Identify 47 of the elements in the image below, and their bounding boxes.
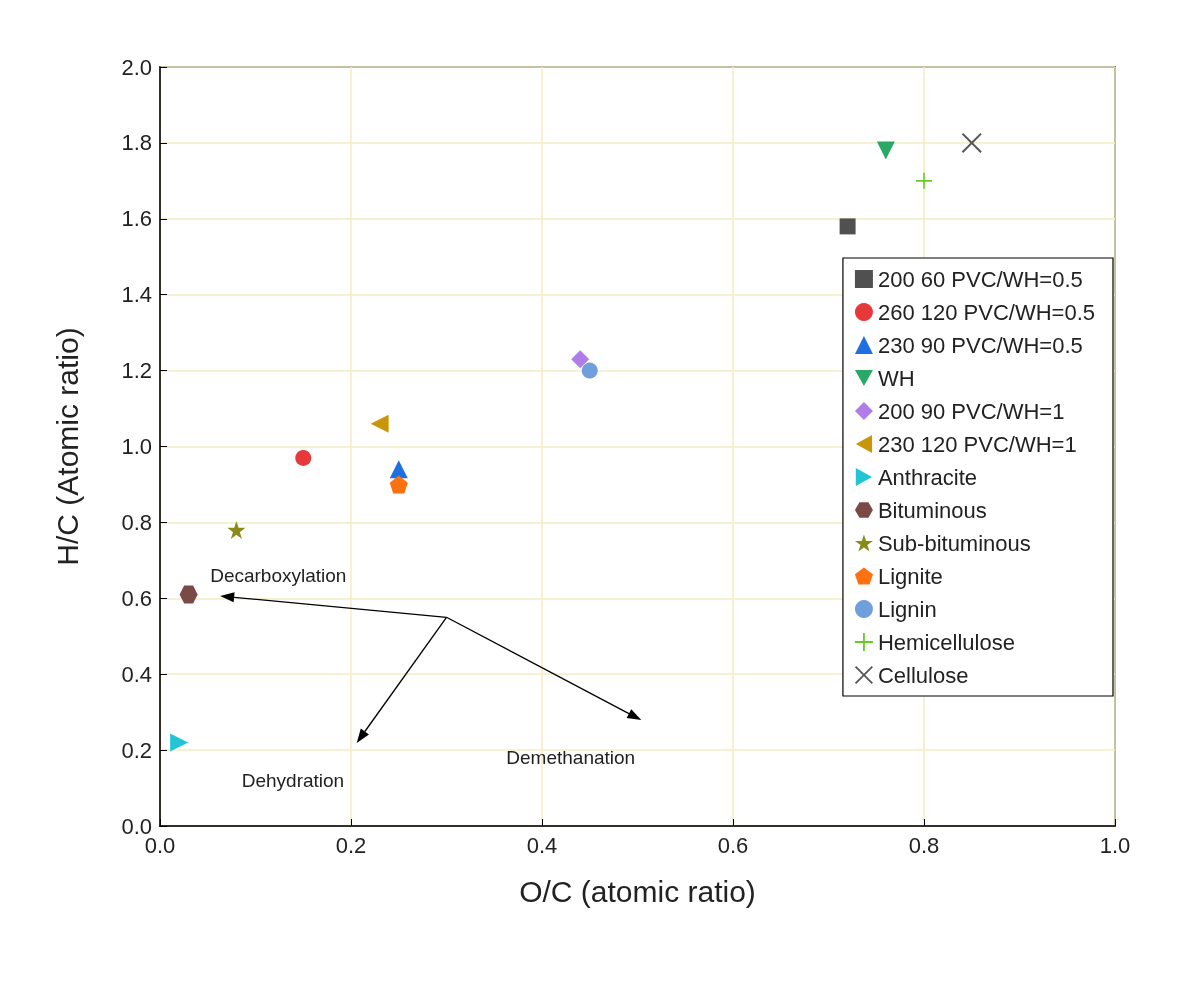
y-tick-label: 1.0 xyxy=(121,434,152,459)
y-tick-label: 0.0 xyxy=(121,813,152,839)
point xyxy=(170,733,189,752)
point xyxy=(916,172,932,189)
legend-label: 260 120 PVC/WH=0.5 xyxy=(877,299,1096,325)
y-tick-label: 0.6 xyxy=(121,585,152,611)
point xyxy=(571,350,590,369)
legend-label: Anthracite xyxy=(877,464,977,490)
legend-label: Sub-bituminous xyxy=(877,530,1031,556)
annotation: Dehydration xyxy=(241,769,345,791)
y-tick-label: 2.0 xyxy=(121,54,152,80)
point xyxy=(839,218,856,235)
legend-label: 230 90 PVC/WH=0.5 xyxy=(877,332,1083,358)
legend-label: 200 90 PVC/WH=1 xyxy=(877,398,1065,424)
annotation: Demethanation xyxy=(506,747,636,769)
point xyxy=(370,414,389,433)
point xyxy=(581,362,598,379)
y-tick-label: 1.2 xyxy=(121,358,152,384)
legend-label: Lignin xyxy=(877,596,937,622)
point xyxy=(227,520,246,539)
point xyxy=(179,585,198,604)
legend-label: Bituminous xyxy=(877,497,987,523)
y-tick-label: 0.4 xyxy=(121,661,152,687)
point xyxy=(389,475,408,494)
point xyxy=(389,460,408,479)
x-tick-label: 0.8 xyxy=(908,832,940,858)
legend-label: Hemicellulose xyxy=(877,629,1015,655)
legend-label: 230 120 PVC/WH=1 xyxy=(877,431,1077,457)
legend-label: 200 60 PVC/WH=0.5 xyxy=(877,266,1083,292)
y-tick-label: 0.2 xyxy=(121,737,152,763)
point xyxy=(876,141,895,160)
point xyxy=(295,449,312,466)
y-tick-label: 1.6 xyxy=(121,206,152,232)
x-tick-label: 0.6 xyxy=(717,832,749,858)
y-axis-title: H/C (Atomic ratio) xyxy=(50,327,84,566)
legend-label: Lignite xyxy=(877,563,943,589)
point xyxy=(961,132,982,153)
x-axis-title: O/C (atomic ratio) xyxy=(519,874,756,908)
y-tick-label: 0.8 xyxy=(121,509,152,535)
x-tick-label: 0.4 xyxy=(526,832,558,858)
legend-label: WH xyxy=(877,365,915,391)
legend-label: Cellulose xyxy=(877,662,969,688)
y-tick-label: 1.8 xyxy=(121,130,152,156)
annotation: Decarboxylation xyxy=(210,565,347,587)
x-tick-label: 1.0 xyxy=(1099,832,1131,858)
y-tick-label: 1.4 xyxy=(121,282,152,308)
x-tick-label: 0.2 xyxy=(335,832,367,858)
